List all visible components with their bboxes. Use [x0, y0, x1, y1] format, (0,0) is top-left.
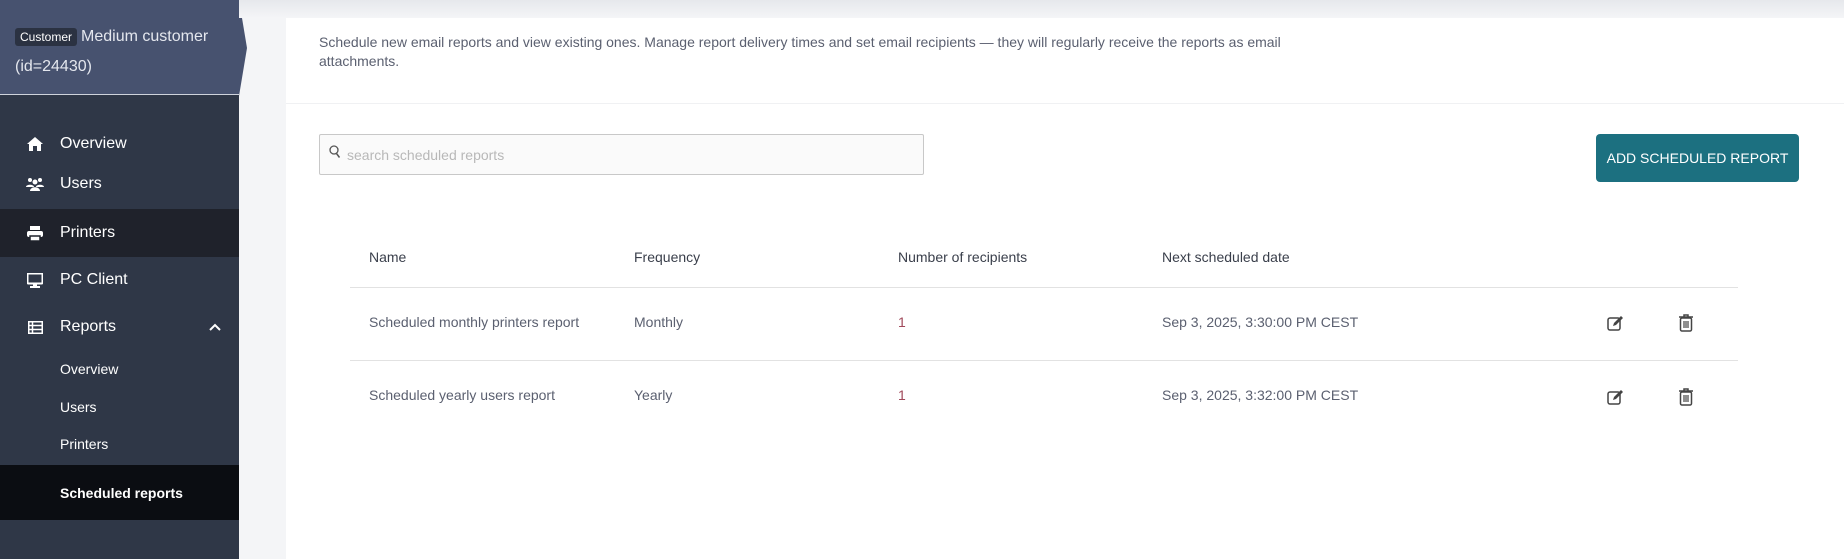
- users-icon: [26, 177, 44, 191]
- edit-icon[interactable]: [1607, 388, 1625, 406]
- sidebar-subitem-printers[interactable]: Printers: [60, 436, 109, 452]
- sidebar-item-reports[interactable]: Reports: [0, 303, 239, 351]
- cell-name: Scheduled yearly users report: [369, 387, 555, 403]
- cell-recipients: 1: [898, 387, 906, 403]
- column-header-frequency[interactable]: Frequency: [634, 249, 701, 265]
- add-scheduled-report-button[interactable]: ADD SCHEDULED REPORT: [1596, 134, 1799, 182]
- customer-id: (id=24430): [15, 58, 92, 75]
- table-divider: [350, 360, 1738, 361]
- sidebar-item-label: PC Client: [60, 271, 128, 288]
- sidebar-subitem-scheduled-reports[interactable]: Scheduled reports: [0, 465, 239, 520]
- sidebar-item-label: Printers: [60, 224, 116, 241]
- sidebar-item-label: Users: [60, 175, 102, 192]
- cell-frequency: Monthly: [634, 314, 684, 330]
- search-input[interactable]: [347, 146, 907, 163]
- divider: [286, 103, 1844, 104]
- trash-icon[interactable]: [1678, 388, 1696, 406]
- column-header-name[interactable]: Name: [369, 249, 407, 265]
- sidebar-item-pc-client[interactable]: PC Client: [0, 256, 239, 304]
- cell-frequency: Yearly: [634, 387, 673, 403]
- table-divider: [350, 287, 1738, 288]
- cell-recipients: 1: [898, 314, 906, 330]
- sidebar-item-printers[interactable]: Printers: [0, 209, 239, 257]
- trash-icon[interactable]: [1678, 314, 1696, 332]
- main-panel: [286, 18, 1844, 559]
- cell-next-date: Sep 3, 2025, 3:32:00 PM CEST: [1162, 387, 1359, 403]
- top-shadow: [239, 0, 1844, 18]
- sidebar-item-label: Overview: [60, 135, 127, 152]
- sidebar: Customer Medium customer (id=24430) Overv…: [0, 0, 247, 559]
- sidebar-item-overview[interactable]: Overview: [0, 120, 239, 168]
- edit-icon[interactable]: [1607, 314, 1625, 332]
- customer-badge: Customer: [15, 28, 78, 46]
- search-icon: [329, 145, 341, 164]
- chevron-up-icon[interactable]: [209, 320, 221, 334]
- cell-next-date: Sep 3, 2025, 3:30:00 PM CEST: [1162, 314, 1359, 330]
- list-icon: [26, 320, 44, 334]
- sidebar-subitem-overview[interactable]: Overview: [60, 361, 119, 377]
- sidebar-subitem-users[interactable]: Users: [60, 399, 97, 415]
- printer-icon: [26, 225, 44, 241]
- search-field[interactable]: [319, 134, 924, 175]
- cell-name: Scheduled monthly printers report: [369, 314, 580, 330]
- sidebar-item-users[interactable]: Users: [0, 160, 239, 208]
- monitor-icon: [26, 272, 44, 288]
- column-header-recipients[interactable]: Number of recipients: [898, 249, 1028, 265]
- sidebar-item-label: Reports: [60, 318, 117, 335]
- customer-name: Medium customer: [81, 28, 209, 45]
- customer-header: Customer Medium customer (id=24430): [0, 0, 247, 96]
- page-description: Schedule new email reports and view exis…: [319, 34, 1281, 69]
- column-header-next-date[interactable]: Next scheduled date: [1162, 249, 1290, 265]
- home-icon: [26, 137, 44, 151]
